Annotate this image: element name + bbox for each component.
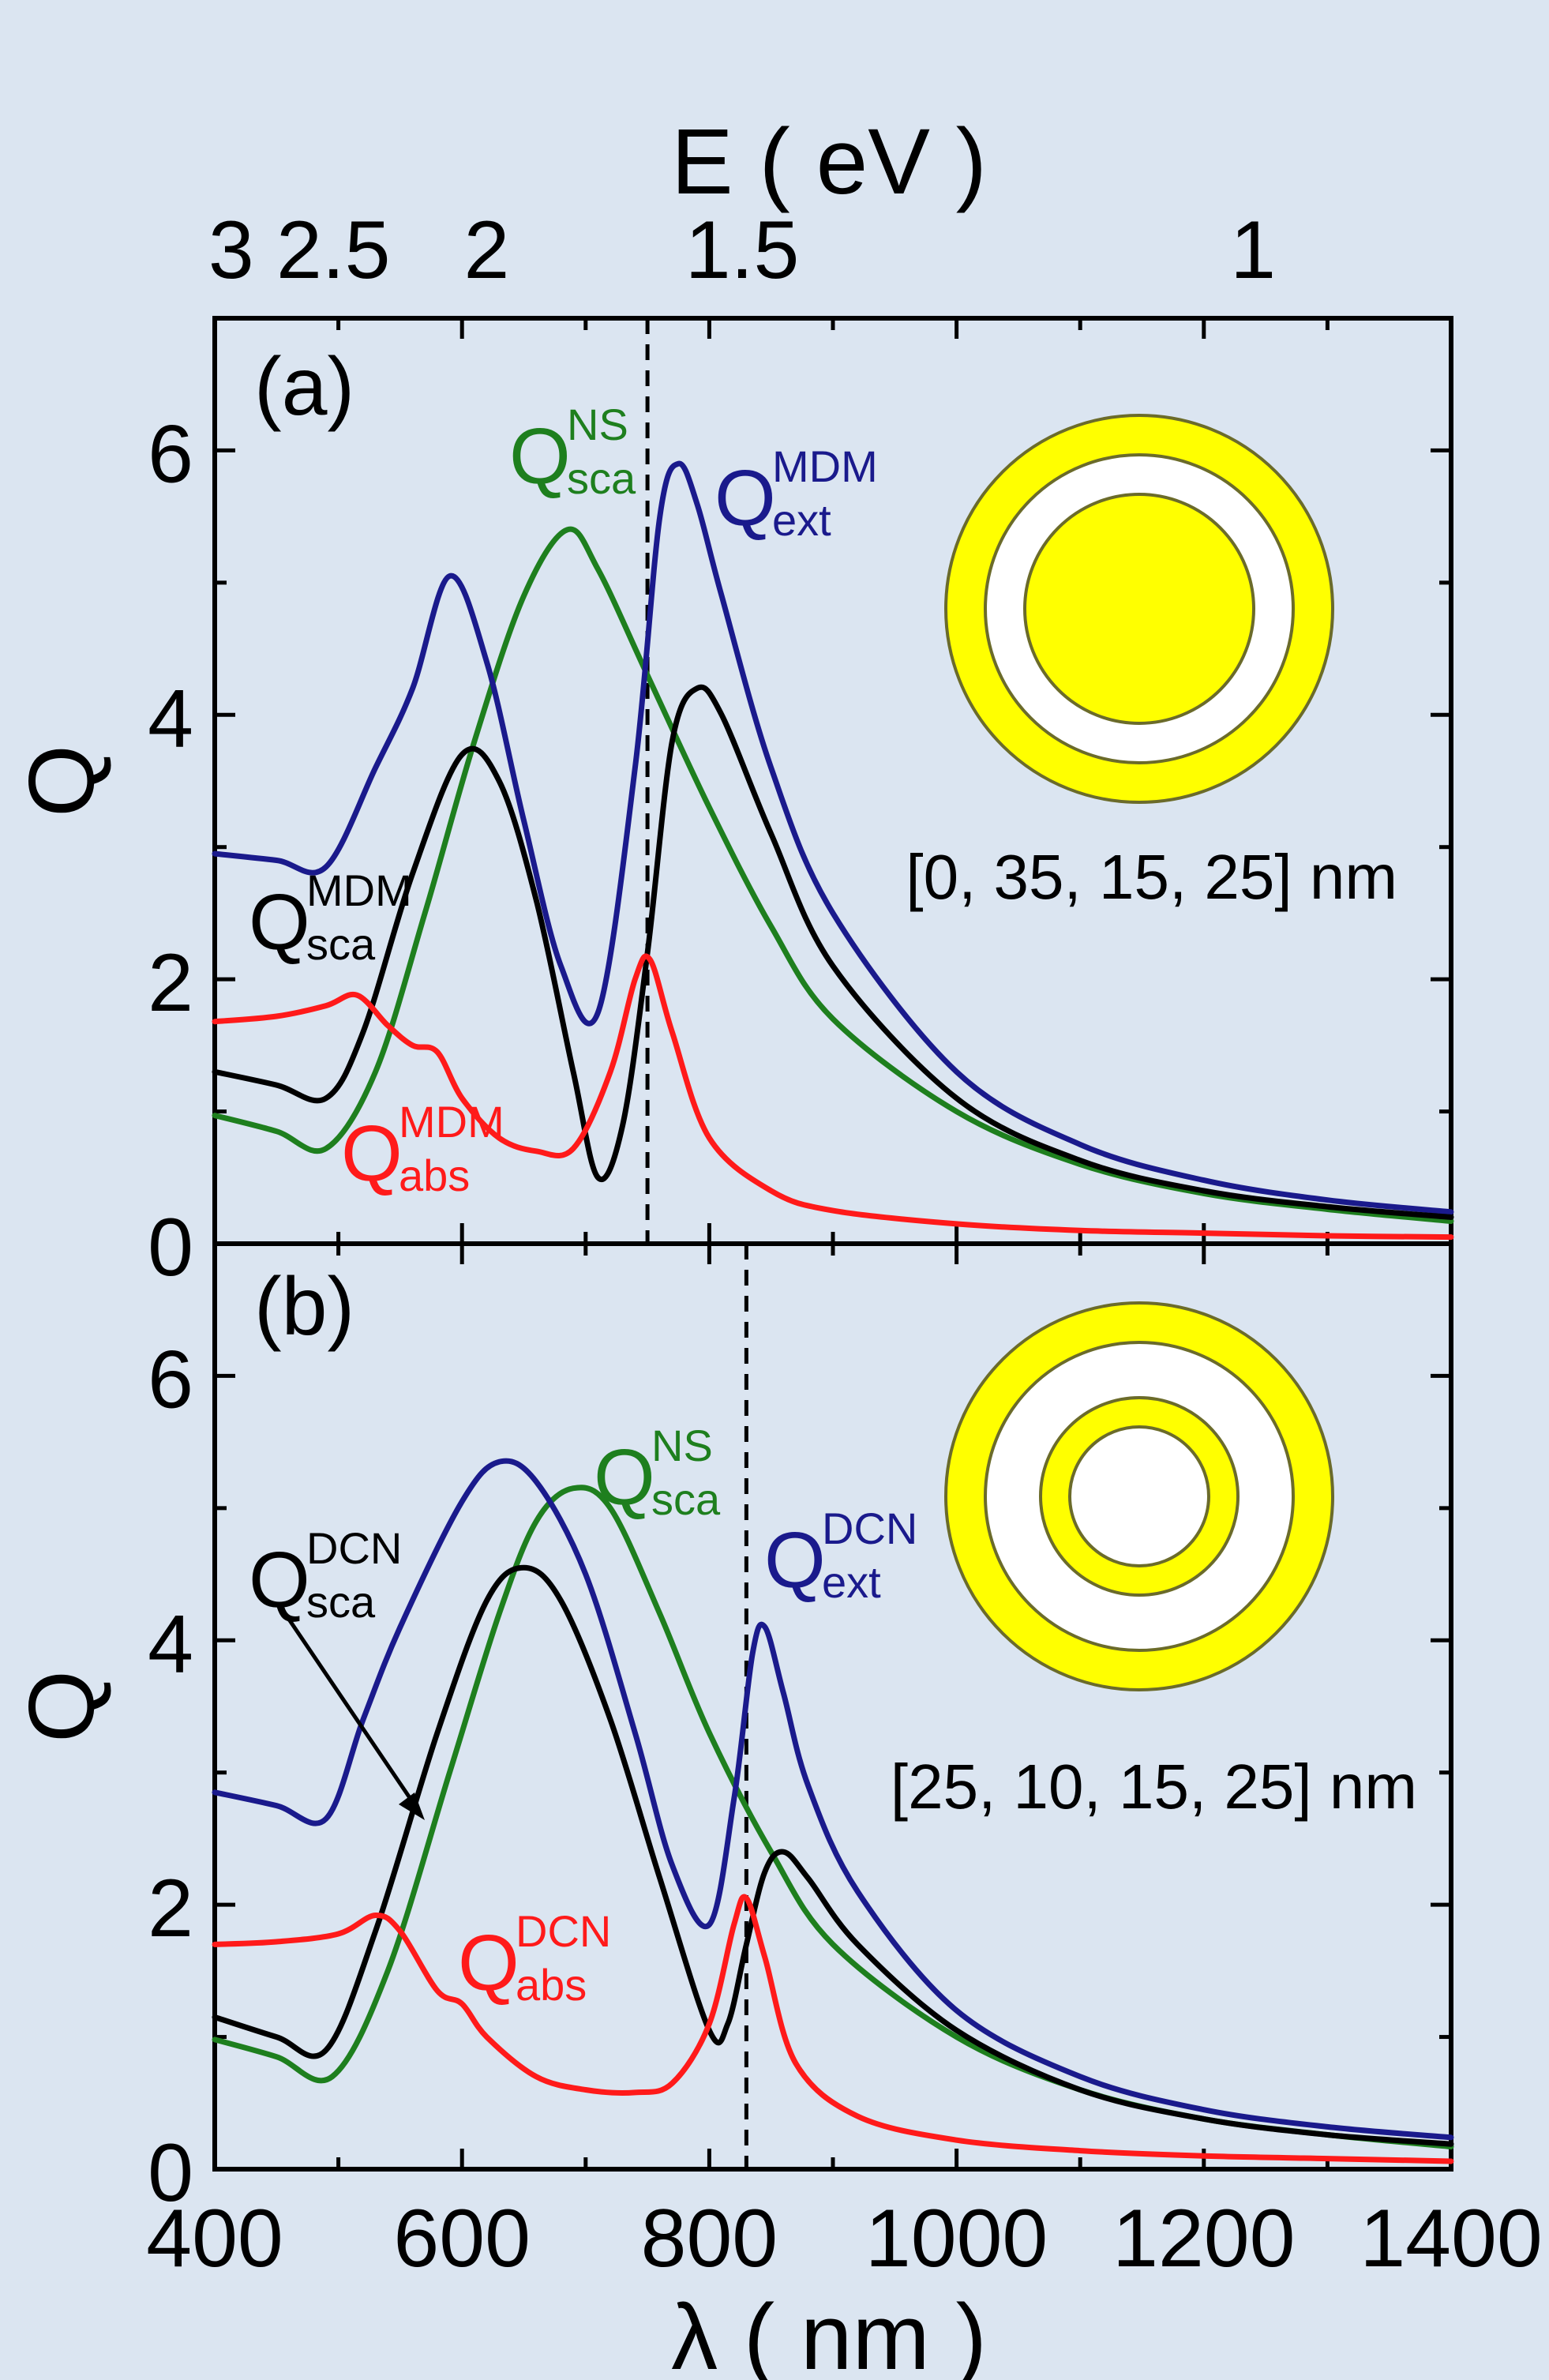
series-label-sup: DCN bbox=[516, 1906, 611, 1956]
series-label-sup: DCN bbox=[822, 1503, 917, 1553]
x-tick-label: 800 bbox=[641, 2193, 778, 2284]
series-label-sub: sca bbox=[306, 1577, 376, 1627]
annotation-arrow bbox=[276, 1601, 419, 1810]
series-label-sub: abs bbox=[399, 1151, 470, 1200]
series-line-abs bbox=[212, 953, 1454, 1241]
panel-label: (b) bbox=[254, 1261, 354, 1353]
metal-core bbox=[1023, 493, 1255, 725]
top-tick-label: 1 bbox=[1230, 205, 1276, 296]
top-axis-title: E ( eV ) bbox=[671, 110, 987, 214]
top-tick-label: 2.5 bbox=[276, 205, 391, 296]
inset-structure-b bbox=[944, 1301, 1334, 1691]
dielectric-core bbox=[1068, 1425, 1210, 1567]
y-axis-label: Q bbox=[9, 745, 114, 817]
top-tick-label: 2 bbox=[463, 205, 509, 296]
x-axis-tick-labels: 400 600 800 1000 1200 1400 bbox=[146, 2193, 1542, 2284]
panel-label: (a) bbox=[254, 341, 354, 433]
series-label-sub: sca bbox=[567, 453, 636, 503]
series-label-base: Q bbox=[509, 412, 571, 501]
x-tick-label: 400 bbox=[146, 2193, 283, 2284]
y-axis-label: Q bbox=[9, 1670, 114, 1743]
y-tick-label: 0 bbox=[148, 2127, 193, 2219]
series-label-sup: MDM bbox=[772, 441, 878, 491]
y-tick-label: 4 bbox=[148, 673, 193, 764]
top-tick-label: 3 bbox=[208, 205, 254, 296]
series-label-sub: abs bbox=[516, 1960, 587, 2010]
y-tick-label: 6 bbox=[148, 408, 193, 500]
x-axis-label: λ ( nm ) bbox=[671, 2285, 987, 2380]
series-label-base: Q bbox=[594, 1433, 655, 1522]
y-tick-label: 4 bbox=[148, 1598, 193, 1690]
series-label-sup: NS bbox=[651, 1421, 713, 1470]
structure-label: [25, 10, 15, 25] nm bbox=[891, 1751, 1417, 1822]
x-tick-label: 1000 bbox=[865, 2193, 1048, 2284]
series-line-ext bbox=[212, 1458, 1454, 2141]
x-tick-label: 600 bbox=[393, 2193, 531, 2284]
series-label-sub: ext bbox=[772, 495, 831, 545]
top-tick-label: 1.5 bbox=[685, 205, 800, 296]
series-label-sup: NS bbox=[567, 400, 628, 449]
x-tick-label: 1200 bbox=[1112, 2193, 1295, 2284]
inset-structure-a bbox=[944, 414, 1334, 804]
series-label-base: Q bbox=[764, 1516, 826, 1605]
series-label-base: Q bbox=[714, 454, 776, 542]
top-axis-ticks: 3 2.5 2 1.5 1 bbox=[208, 205, 1276, 296]
x-tick-label: 1400 bbox=[1360, 2193, 1542, 2284]
series-label-sub: sca bbox=[306, 919, 376, 969]
series-label-sup: DCN bbox=[306, 1523, 402, 1573]
y-tick-label: 6 bbox=[148, 1334, 193, 1425]
series-label-sup: MDM bbox=[306, 865, 412, 915]
series-label-sup: MDM bbox=[399, 1097, 504, 1147]
y-tick-label: 2 bbox=[148, 937, 193, 1029]
series-label-base: Q bbox=[458, 1919, 519, 2007]
y-tick-label: 0 bbox=[148, 1202, 193, 1293]
annotation-arrowhead bbox=[399, 1793, 425, 1820]
series-line-ext bbox=[212, 460, 1454, 1215]
series-line-abs bbox=[212, 1894, 1454, 2164]
series-label-base: Q bbox=[249, 878, 310, 967]
series-label-base: Q bbox=[341, 1109, 403, 1198]
y-tick-label: 2 bbox=[148, 1863, 193, 1954]
series-label-sub: sca bbox=[651, 1474, 721, 1524]
structure-label: [0, 35, 15, 25] nm bbox=[906, 842, 1397, 912]
series-label-base: Q bbox=[249, 1536, 310, 1624]
series-label-sub: ext bbox=[822, 1557, 881, 1607]
